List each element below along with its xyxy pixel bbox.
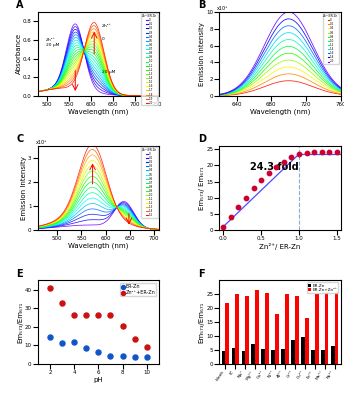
Point (266, 170, 271, 177)
Point (243, 194, 249, 201)
ER-Zn (96, 349, 101, 355)
Text: Zn²⁺
20 μM: Zn²⁺ 20 μM (46, 38, 59, 47)
Bar (265, 293, 269, 364)
ER-Zn (132, 353, 138, 360)
Bar (281, 350, 285, 364)
Point (304, 149, 309, 156)
X-axis label: Wavelength (nm): Wavelength (nm) (250, 108, 310, 115)
Zn²⁺+ER-Zn (132, 336, 138, 342)
ER-Zn (59, 339, 65, 346)
X-axis label: Zn²⁺/ ER-Zn: Zn²⁺/ ER-Zn (259, 242, 301, 250)
Legend: 0, 0.1, 0.2, 0.3, 0.4, 0.5, 0.6, 0.7, 0.8, 0.9, 1.0, 1.1, 1.2, 1.3, 1.4, 1.5: 0, 0.1, 0.2, 0.3, 0.4, 0.5, 0.6, 0.7, 0.… (141, 148, 158, 218)
Bar (222, 350, 225, 364)
Point (326, 148, 332, 155)
Text: D: D (198, 134, 206, 144)
Point (334, 148, 340, 155)
Bar (275, 314, 279, 364)
Bar (271, 350, 275, 364)
Zn²⁺+ER-Zn (108, 312, 113, 318)
Bar (331, 346, 335, 364)
Bar (301, 338, 305, 364)
Bar (305, 318, 309, 364)
Zn²⁺+ER-Zn (59, 299, 65, 306)
Point (228, 214, 234, 220)
Y-axis label: Emission Intensity: Emission Intensity (21, 156, 27, 220)
Text: F: F (198, 268, 204, 278)
ER-Zn (144, 354, 150, 361)
Text: 0: 0 (102, 37, 105, 41)
ER-Zn (108, 352, 113, 359)
Text: 20 μM: 20 μM (102, 70, 115, 74)
Point (311, 149, 317, 155)
Bar (235, 294, 239, 364)
Bar (335, 293, 338, 364)
Y-axis label: Em₅₇₃/Em₆₇₁: Em₅₇₃/Em₆₇₁ (17, 302, 23, 343)
X-axis label: pH: pH (94, 377, 103, 383)
Point (281, 158, 287, 165)
Zn²⁺+ER-Zn (47, 284, 53, 291)
Text: 24.3 fold: 24.3 fold (250, 162, 299, 172)
Bar (255, 290, 259, 364)
Zn²⁺+ER-Zn (72, 312, 77, 318)
Legend: 0, 0.2, 0.4, 0.6, 0.8, 1.0, 1.2, 1.4, 1.6, 1.8, 2.0: 0, 0.2, 0.4, 0.6, 0.8, 1.0, 1.2, 1.4, 1.… (323, 13, 339, 64)
Point (251, 185, 256, 191)
Point (273, 164, 279, 170)
Text: x10⁵: x10⁵ (35, 140, 46, 145)
Zn²⁺+ER-Zn (120, 323, 125, 329)
Bar (325, 293, 329, 364)
Bar (261, 350, 265, 364)
Bar (251, 344, 255, 364)
Y-axis label: Absorbance: Absorbance (15, 33, 21, 74)
Point (221, 224, 226, 230)
Point (236, 204, 241, 210)
Y-axis label: Em₅₇₃/ Em₆₇₁: Em₅₇₃/ Em₆₇₁ (199, 166, 205, 210)
Bar (315, 294, 319, 364)
ER-Zn (47, 334, 53, 340)
Zn²⁺+ER-Zn (96, 312, 101, 318)
Bar (321, 350, 325, 364)
Text: E: E (16, 268, 23, 278)
Text: Zn²⁺: Zn²⁺ (102, 24, 111, 28)
Bar (295, 296, 299, 364)
Legend: ER-Zn, Zn²⁺+ER-Zn: ER-Zn, Zn²⁺+ER-Zn (120, 283, 157, 296)
Y-axis label: Emission Intensity: Emission Intensity (199, 22, 205, 86)
Bar (232, 348, 235, 364)
Point (296, 151, 302, 157)
Text: x10⁵: x10⁵ (217, 6, 228, 11)
Bar (225, 302, 229, 364)
Text: A: A (16, 0, 23, 10)
Text: C: C (16, 134, 23, 144)
Point (289, 154, 294, 160)
Point (319, 148, 324, 155)
Legend: 0, 0.1, 0.2, 0.3, 0.4, 0.5, 0.6, 0.7, 0.8, 0.9, 1.0, 1.1, 1.2, 1.3, 1.4, 1.5, 1.: 0, 0.1, 0.2, 0.3, 0.4, 0.5, 0.6, 0.7, 0.… (141, 13, 158, 106)
Y-axis label: Em₅₇₃/Em₆₇₁: Em₅₇₃/Em₆₇₁ (199, 302, 205, 343)
Bar (245, 296, 249, 364)
Bar (241, 350, 245, 364)
X-axis label: Wavelength (nm): Wavelength (nm) (68, 242, 129, 249)
Zn²⁺+ER-Zn (144, 344, 150, 350)
Bar (311, 350, 315, 364)
X-axis label: Wavelength (nm): Wavelength (nm) (68, 108, 129, 115)
ER-Zn (84, 345, 89, 351)
ER-Zn (72, 338, 77, 345)
Text: B: B (198, 0, 205, 10)
Legend: ER-Zn, ER-Zn+Zn²⁺: ER-Zn, ER-Zn+Zn²⁺ (307, 282, 338, 293)
Zn²⁺+ER-Zn (84, 312, 89, 318)
ER-Zn (120, 352, 125, 359)
Bar (291, 340, 295, 364)
Bar (285, 294, 289, 364)
Point (258, 177, 264, 183)
